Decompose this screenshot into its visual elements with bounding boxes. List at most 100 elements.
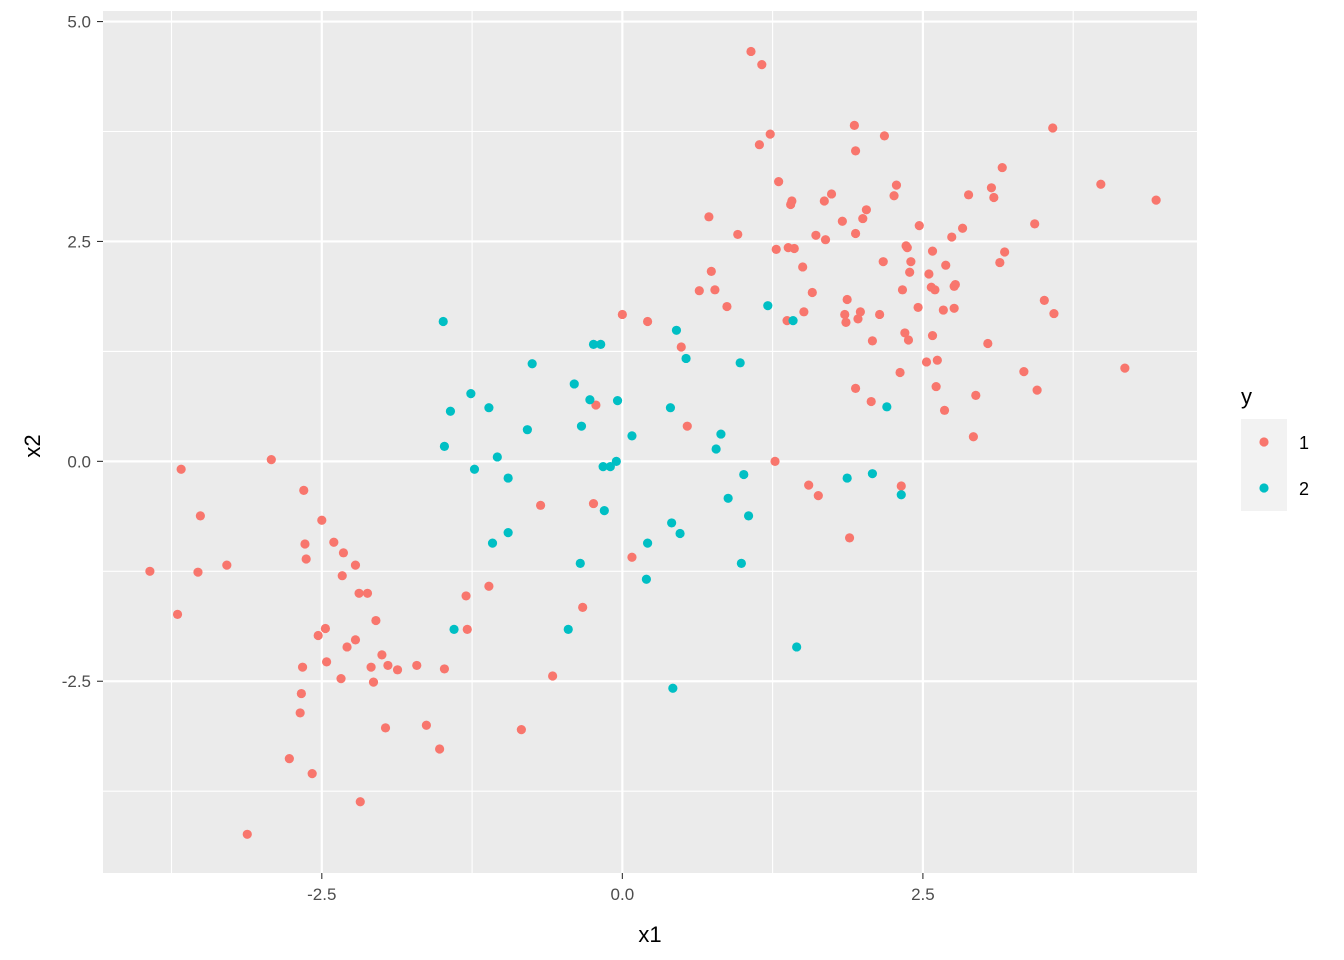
scatter-point-series-2	[642, 538, 653, 548]
scatter-point-series-1	[578, 602, 588, 612]
x-axis-title: x1	[638, 922, 661, 947]
scatter-point-series-1	[366, 662, 376, 672]
scatter-point-series-1	[439, 664, 450, 674]
scatter-point-series-1	[841, 317, 851, 327]
scatter-point-series-1	[222, 560, 232, 570]
scatter-point-series-1	[392, 665, 403, 675]
scatter-point-series-1	[861, 205, 871, 215]
scatter-point-series-1	[1120, 363, 1130, 373]
scatter-point-series-1	[853, 314, 863, 324]
scatter-point-series-2	[735, 358, 745, 368]
scatter-point-series-2	[667, 518, 677, 528]
scatter-point-series-1	[849, 120, 859, 130]
scatter-point-series-2	[716, 429, 726, 439]
scatter-point-series-2	[598, 462, 608, 472]
scatter-point-series-1	[380, 723, 391, 733]
scatter-point-series-2	[585, 395, 595, 405]
scatter-point-series-1	[337, 571, 347, 581]
scatter-point-series-1	[617, 309, 627, 320]
scatter-point-series-1	[799, 307, 809, 317]
scatter-point-series-2	[788, 316, 798, 326]
scatter-point-series-1	[798, 262, 808, 272]
scatter-point-series-1	[947, 232, 957, 242]
scatter-point-series-1	[682, 421, 692, 431]
y-axis-title: x2	[20, 434, 45, 457]
y-tick-label: -2.5	[62, 672, 91, 691]
scatter-point-series-1	[989, 192, 999, 203]
scatter-point-series-1	[941, 260, 951, 270]
legend-key-series-2	[1259, 483, 1269, 493]
legend-title: y	[1241, 384, 1252, 409]
scatter-point-series-2	[522, 425, 532, 435]
scatter-point-series-1	[322, 657, 332, 667]
scatter-point-series-1	[858, 213, 868, 224]
scatter-point-series-1	[932, 355, 942, 365]
scatter-point-series-1	[837, 216, 847, 226]
scatter-point-series-1	[295, 708, 305, 718]
scatter-point-series-1	[914, 221, 924, 231]
scatter-point-series-2	[503, 527, 513, 538]
scatter-point-series-2	[675, 528, 685, 539]
scatter-point-series-1	[354, 588, 364, 598]
scatter-point-series-1	[939, 405, 950, 415]
scatter-point-series-1	[789, 243, 799, 254]
scatter-point-series-1	[350, 635, 361, 645]
scatter-point-series-2	[743, 511, 754, 521]
scatter-point-series-2	[736, 558, 746, 568]
scatter-point-series-1	[145, 566, 155, 576]
plot-panel	[103, 11, 1197, 873]
scatter-point-series-2	[438, 316, 448, 327]
scatter-point-series-1	[804, 480, 814, 490]
scatter-point-series-1	[355, 797, 365, 807]
scatter-point-series-2	[739, 469, 749, 480]
scatter-point-series-2	[439, 441, 450, 451]
scatter-point-series-1	[362, 588, 373, 598]
scatter-point-series-1	[774, 177, 784, 187]
scatter-point-series-1	[329, 537, 339, 547]
y-axis-ticks: -2.5 0.0 2.5 5.0	[62, 13, 103, 691]
scatter-point-series-1	[930, 285, 940, 295]
scatter-point-series-1	[927, 330, 938, 341]
scatter-point-series-2	[605, 462, 615, 472]
scatter-point-series-2	[681, 353, 691, 364]
scatter-point-series-1	[968, 432, 978, 442]
scatter-point-series-2	[576, 421, 587, 431]
scatter-point-series-1	[336, 674, 346, 684]
scatter-point-series-1	[957, 223, 968, 233]
scatter-point-series-1	[461, 591, 471, 601]
scatter-point-series-1	[850, 383, 861, 393]
scatter-point-series-1	[746, 46, 756, 57]
scatter-point-series-1	[826, 189, 837, 199]
scatter-point-series-1	[754, 140, 765, 150]
scatter-point-series-1	[820, 235, 831, 245]
scatter-point-series-1	[903, 335, 914, 345]
scatter-point-series-1	[317, 515, 327, 525]
y-tick-label: 0.0	[67, 452, 91, 471]
scatter-point-series-2	[671, 325, 682, 335]
scatter-point-series-1	[924, 269, 934, 279]
scatter-point-series-2	[487, 538, 498, 548]
scatter-point-series-1	[840, 309, 850, 320]
scatter-point-series-1	[866, 396, 876, 407]
scatter-point-series-1	[844, 533, 855, 543]
scatter-point-series-2	[896, 490, 906, 500]
major-gridlines	[103, 11, 1197, 873]
scatter-point-series-1	[307, 769, 317, 779]
scatter-point-series-2	[492, 452, 502, 462]
scatter-point-series-1	[1000, 247, 1010, 257]
scatter-point-series-1	[1096, 179, 1106, 189]
scatter-point-series-1	[588, 498, 599, 509]
scatter-point-series-1	[971, 390, 981, 400]
scatter-point-series-1	[927, 246, 938, 256]
scatter-point-series-2	[882, 402, 892, 412]
scatter-point-series-2	[641, 574, 651, 584]
scatter-point-series-2	[711, 444, 721, 454]
scatter-point-series-1	[850, 228, 861, 239]
scatter-point-series-1	[889, 191, 899, 201]
scatter-point-series-1	[172, 609, 183, 620]
scatter-point-series-1	[242, 829, 252, 839]
scatter-point-series-1	[807, 287, 817, 298]
scatter-point-series-2	[563, 624, 573, 634]
scatter-point-series-1	[938, 305, 948, 315]
